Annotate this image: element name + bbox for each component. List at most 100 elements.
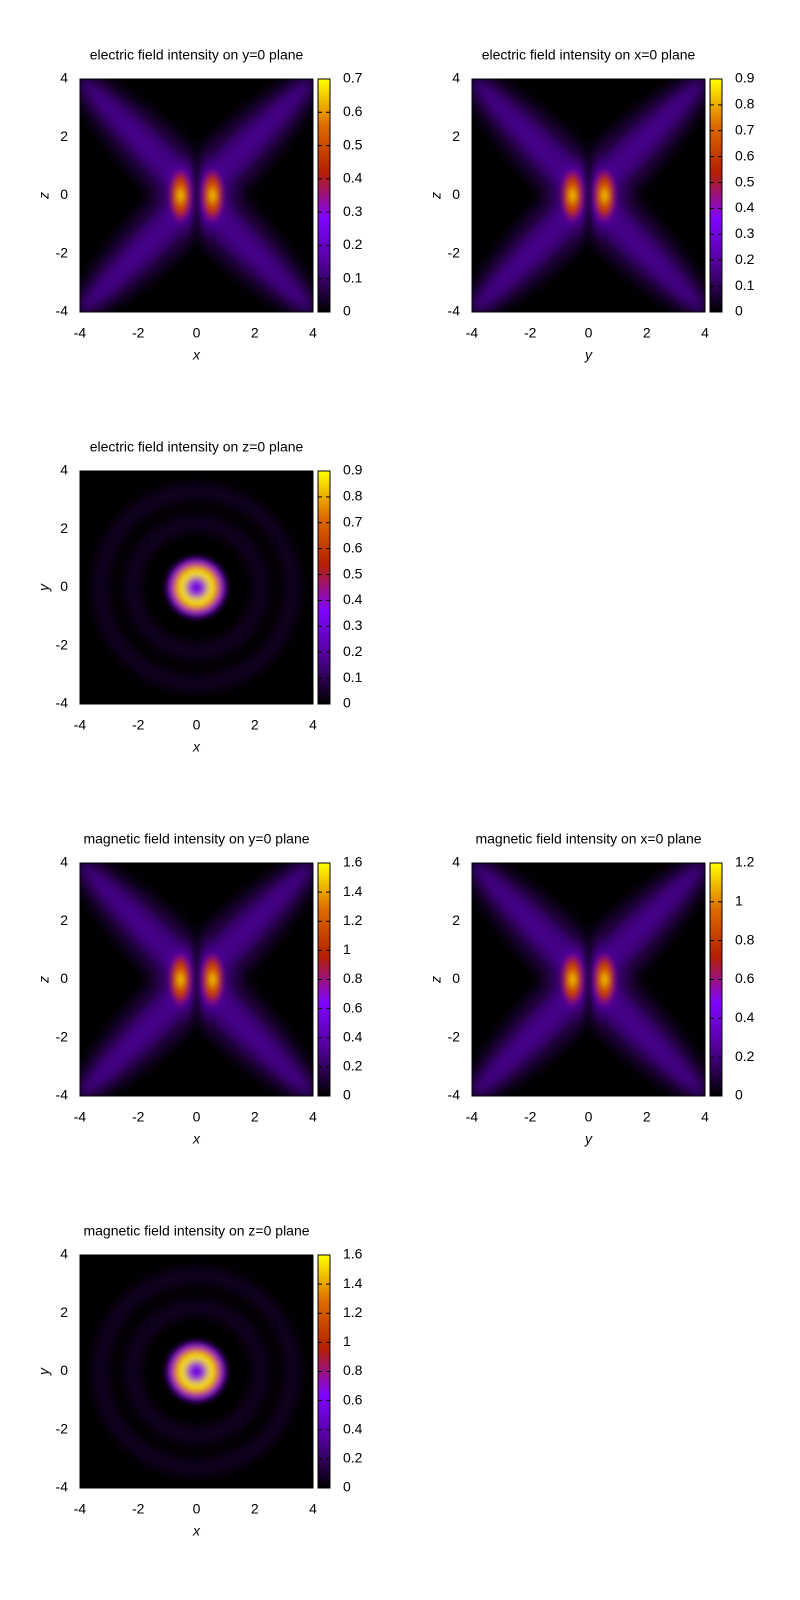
heatmap [80, 79, 313, 312]
colorbar-tick-label: 1.4 [343, 1275, 363, 1291]
colorbar-tick-label: 0.9 [735, 70, 755, 86]
x-tick-label: 2 [251, 717, 259, 733]
heatmap-lobe [560, 166, 585, 225]
colorbar-tick-label: 0.4 [343, 591, 363, 607]
x-tick-label: 2 [251, 325, 259, 341]
y-tick-label: 0 [60, 970, 68, 986]
y-tick-label: 4 [60, 854, 68, 870]
y-tick-label: 2 [60, 128, 68, 144]
x-tick-label: 0 [193, 325, 201, 341]
y-tick-label: -4 [56, 1087, 69, 1103]
colorbar-tick-label: 0.4 [343, 1420, 363, 1436]
heatmap-gap [192, 79, 201, 312]
colorbar-tick-label: 0.4 [735, 1009, 755, 1025]
colorbar-tick-label: 0 [343, 303, 351, 319]
heatmap-ring [125, 516, 268, 659]
x-tick-label: 0 [193, 717, 201, 733]
heatmap-lobe [560, 950, 585, 1009]
heatmap-gap [192, 863, 201, 1096]
x-tick-label: -4 [466, 1109, 479, 1125]
y-tick-label: -4 [56, 303, 69, 319]
x-tick-label: -2 [524, 325, 537, 341]
x-tick-label: 4 [701, 1109, 709, 1125]
y-tick-label: -2 [448, 1028, 461, 1044]
colorbar-tick-label: 1.6 [343, 1246, 363, 1262]
y-tick-label: 0 [452, 186, 460, 202]
colorbar-tick-label: 1.2 [343, 912, 363, 928]
y-tick-label: -4 [56, 695, 69, 711]
y-tick-label: 4 [452, 854, 460, 870]
x-tick-label: 4 [309, 1501, 317, 1517]
colorbar-tick-label: 0.8 [735, 96, 755, 112]
colorbar-tick-label: 0.5 [343, 136, 363, 152]
y-axis-label: z [36, 976, 52, 984]
y-tick-label: -2 [56, 244, 69, 260]
x-tick-label: 4 [309, 717, 317, 733]
heatmap-gap [584, 863, 593, 1096]
colorbar [317, 78, 331, 313]
colorbar-tick-label: 1.6 [343, 854, 363, 870]
colorbar-tick-label: 0.3 [343, 617, 363, 633]
panel-title: electric field intensity on x=0 plane [482, 47, 696, 63]
y-axis-label: z [36, 192, 52, 200]
colorbar-tick-label: 1.2 [735, 854, 755, 870]
colorbar-tick-label: 0 [735, 303, 743, 319]
y-tick-label: 2 [60, 912, 68, 928]
colorbar-tick-label: 0.6 [343, 999, 363, 1015]
y-axis-label: z [428, 976, 444, 984]
x-tick-label: 2 [643, 1109, 651, 1125]
x-tick-label: 4 [701, 325, 709, 341]
y-tick-label: -2 [56, 1420, 69, 1436]
x-tick-label: 4 [309, 325, 317, 341]
colorbar-tick-label: 0.7 [735, 121, 755, 137]
y-tick-label: 0 [60, 1362, 68, 1378]
y-tick-label: -2 [448, 244, 461, 260]
y-tick-label: -4 [56, 1479, 69, 1495]
x-tick-label: -2 [132, 325, 145, 341]
y-axis-label: z [428, 192, 444, 200]
heatmap-gap [584, 79, 593, 312]
colorbar-tick-label: 0.5 [343, 565, 363, 581]
x-tick-label: -4 [74, 717, 87, 733]
colorbar-tick-label: 0.6 [343, 103, 363, 119]
panel-title: magnetic field intensity on x=0 plane [475, 831, 701, 847]
colorbar-tick-label: 1 [343, 941, 351, 957]
panel-title: electric field intensity on z=0 plane [90, 439, 304, 455]
colorbar-tick-label: 0.2 [343, 1058, 363, 1074]
x-tick-label: -4 [74, 1501, 87, 1517]
x-tick-label: -2 [132, 1501, 145, 1517]
x-axis-label: y [584, 1131, 593, 1147]
colorbar-tick-label: 0.8 [343, 488, 363, 504]
heatmap [80, 863, 313, 1096]
colorbar-tick-label: 0.7 [343, 513, 363, 529]
x-tick-label: -4 [74, 1109, 87, 1125]
y-tick-label: 4 [60, 1246, 68, 1262]
colorbar-tick-label: 0.7 [343, 70, 363, 86]
x-axis-label: x [192, 739, 201, 755]
x-tick-label: 2 [643, 325, 651, 341]
x-tick-label: -2 [132, 717, 145, 733]
y-axis-label: y [36, 583, 52, 592]
y-tick-label: 2 [60, 520, 68, 536]
colorbar-tick-label: 0.5 [735, 173, 755, 189]
heatmap-lobe [592, 950, 617, 1009]
heatmap [80, 471, 313, 704]
colorbar-tick-label: 0.6 [343, 1391, 363, 1407]
x-tick-label: 0 [585, 325, 593, 341]
heatmap [80, 1255, 313, 1488]
heatmap-ring [125, 1300, 268, 1443]
colorbar-tick-label: 0.3 [735, 225, 755, 241]
x-tick-label: 0 [585, 1109, 593, 1125]
colorbar-tick-label: 0.1 [735, 277, 755, 293]
x-axis-label: x [192, 1523, 201, 1539]
heatmap-lobe [592, 166, 617, 225]
x-tick-label: -4 [466, 325, 479, 341]
colorbar-tick-label: 1.4 [343, 883, 363, 899]
colorbar-tick-label: 0.4 [735, 199, 755, 215]
y-tick-label: 4 [60, 70, 68, 86]
heatmap-ring [93, 1268, 300, 1475]
heatmap [472, 79, 705, 312]
y-tick-label: -4 [448, 303, 461, 319]
x-tick-label: 2 [251, 1109, 259, 1125]
colorbar-tick-label: 0.1 [343, 269, 363, 285]
